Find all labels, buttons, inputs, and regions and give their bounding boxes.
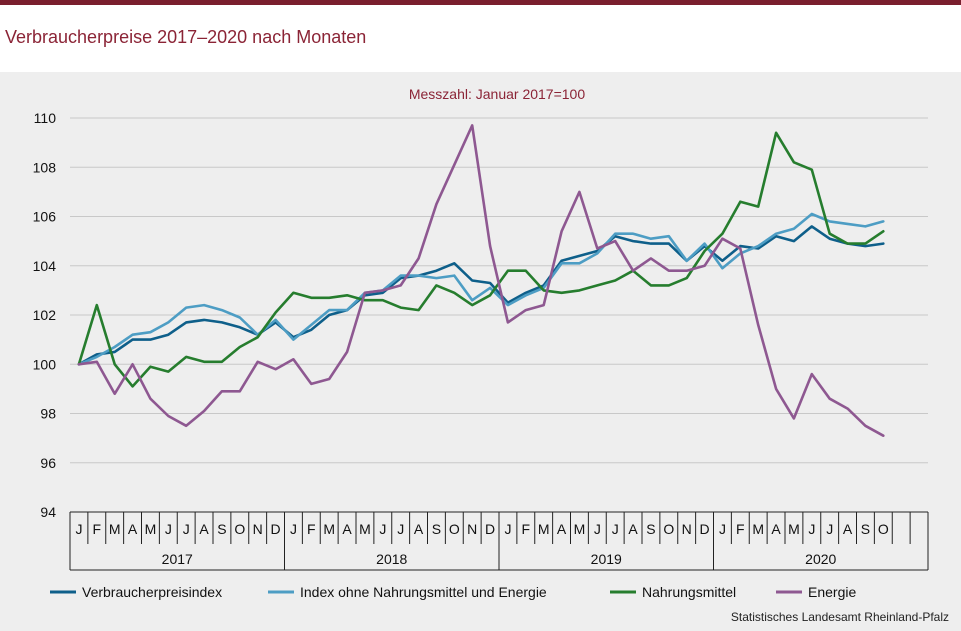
series-line-1 [77,212,885,366]
legend-label: Nahrungsmittel [642,584,736,600]
month-label: J [504,521,511,537]
chart-subtitle: Messzahl: Januar 2017=100 [409,86,585,102]
month-label: F [736,521,745,537]
series-line-3 [77,124,885,438]
month-label: S [646,521,655,537]
grid [70,117,928,513]
month-label: D [700,521,710,537]
month-label: J [594,521,601,537]
month-label: F [93,521,102,537]
month-label: A [128,521,138,537]
month-label: S [217,521,226,537]
series [77,124,885,438]
series-line-0 [77,225,885,366]
month-label: J [397,521,404,537]
legend-label: Index ohne Nahrungsmittel und Energie [300,584,547,600]
month-label: J [165,521,172,537]
month-label: A [199,521,209,537]
month-label: A [771,521,781,537]
month-label: M [323,521,335,537]
month-label: S [432,521,441,537]
year-label: 2020 [805,551,836,567]
y-tick-label: 108 [33,159,57,175]
y-tick-label: 98 [40,406,56,422]
year-label: 2018 [376,551,407,567]
month-label: J [75,521,82,537]
month-label: J [183,521,190,537]
month-label: O [234,521,245,537]
month-label: F [522,521,531,537]
month-label: F [307,521,316,537]
month-label: M [752,521,764,537]
legend-label: Energie [808,584,856,600]
month-label: A [342,521,352,537]
source-note: Statistisches Landesamt Rheinland-Pfalz [730,610,949,624]
month-label: S [861,521,870,537]
month-label: J [290,521,297,537]
y-tick-label: 102 [33,307,57,323]
month-label: M [538,521,550,537]
month-label: M [788,521,800,537]
series-line-2 [77,131,885,388]
y-tick-label: 100 [33,356,57,372]
month-label: D [271,521,281,537]
legend: Verbraucherpreisindex Index ohne Nahrungs… [50,584,856,600]
y-tick-label: 94 [40,504,56,520]
legend-label: Verbraucherpreisindex [82,584,222,600]
month-label: A [628,521,638,537]
month-label: N [253,521,263,537]
month-label: N [682,521,692,537]
month-label: A [414,521,424,537]
month-label: J [808,521,815,537]
page-title: Verbraucherpreise 2017–2020 nach Monaten [5,27,367,47]
month-label: O [663,521,674,537]
y-tick-label: 104 [33,258,57,274]
header: Verbraucherpreise 2017–2020 nach Monaten [0,5,961,72]
y-tick-label: 106 [33,209,57,225]
month-label: N [467,521,477,537]
month-label: M [145,521,157,537]
top-accent-bar [0,0,961,5]
month-label: O [449,521,460,537]
month-label: J [719,521,726,537]
month-label: A [843,521,853,537]
month-label: M [109,521,121,537]
month-label: J [379,521,386,537]
month-label: D [485,521,495,537]
month-label: J [826,521,833,537]
month-label: A [557,521,567,537]
month-label: O [878,521,889,537]
month-label: M [359,521,371,537]
year-label: 2019 [591,551,622,567]
month-label: J [612,521,619,537]
year-label: 2017 [162,551,193,567]
y-tick-label: 96 [40,455,56,471]
y-tick-label: 110 [34,110,57,126]
month-label: M [574,521,586,537]
